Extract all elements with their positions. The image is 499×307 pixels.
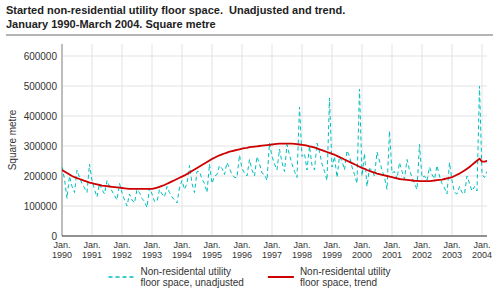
y-axis-label: Square metre <box>7 109 18 170</box>
x-tick-label: Jan.1998 <box>292 240 312 260</box>
text-line: 1998 <box>292 250 312 260</box>
x-tick-label: Jan.1994 <box>172 240 192 260</box>
x-tick-label: Jan.1992 <box>112 240 132 260</box>
y-tick-label: 400000 <box>24 111 58 122</box>
text-line: 1990 <box>52 250 72 260</box>
grid-line-x <box>482 44 483 236</box>
plot-area <box>62 86 487 208</box>
y-axis-line <box>62 44 63 236</box>
y-tick-label: 300000 <box>24 141 58 152</box>
x-tick-label: Jan.2001 <box>382 240 402 260</box>
legend-item: Non-residental utilityfloor space, trend <box>268 266 391 288</box>
text-line: floor space, trend <box>300 277 377 288</box>
x-tick-label: Jan.2000 <box>352 240 372 260</box>
x-tick-label: Jan.1995 <box>202 240 222 260</box>
text-line: Jan. <box>353 240 370 250</box>
text-line: 1991 <box>82 250 102 260</box>
text-line: 2002 <box>412 250 432 260</box>
grid-line-x <box>182 44 183 236</box>
text-line: Jan. <box>53 240 70 250</box>
grid-line-x <box>122 44 123 236</box>
text-line: Jan. <box>143 240 160 250</box>
text-line: 1994 <box>172 250 192 260</box>
chart: Started non-residential utility floor sp… <box>0 0 499 307</box>
x-tick-label: Jan.1996 <box>232 240 252 260</box>
text-line: 1995 <box>202 250 222 260</box>
grid-line-x <box>272 44 273 236</box>
grid-line-x <box>332 44 333 236</box>
legend-label: Non-residental utilityfloor space, trend <box>300 266 391 288</box>
text-line: 1993 <box>142 250 162 260</box>
grid-line-x <box>302 44 303 236</box>
series-line <box>62 144 487 189</box>
grid-line-x <box>62 44 63 236</box>
text-line: Jan. <box>413 240 430 250</box>
grid-line-x <box>212 44 213 236</box>
text-line: 2000 <box>352 250 372 260</box>
x-tick-label: Jan.1999 <box>322 240 342 260</box>
text-line: Jan. <box>83 240 100 250</box>
grid-line-y <box>62 236 487 237</box>
grid-line-y <box>62 146 487 147</box>
grid-line-y <box>62 206 487 207</box>
x-tick-label: Jan.2003 <box>442 240 462 260</box>
x-tick-label: Jan.1990 <box>52 240 72 260</box>
grid-line-y <box>62 56 487 57</box>
text-line: Jan. <box>473 240 490 250</box>
text-line: Jan. <box>443 240 460 250</box>
x-tick-label: Jan.2002 <box>412 240 432 260</box>
series-line <box>62 86 487 208</box>
text-line: 1996 <box>232 250 252 260</box>
x-tick-label: Jan.1991 <box>82 240 102 260</box>
grid-line-x <box>242 44 243 236</box>
text-line: Jan. <box>383 240 400 250</box>
title: Started non-residential utility floor sp… <box>6 4 345 16</box>
grid-line-x <box>362 44 363 236</box>
grid-line-x <box>92 44 93 236</box>
text-line: 2004 <box>472 250 492 260</box>
text-line: 1997 <box>262 250 282 260</box>
text-line: Jan. <box>113 240 130 250</box>
subtitle: January 1990-March 2004. Square metre <box>6 18 216 30</box>
x-tick-label: Jan.1993 <box>142 240 162 260</box>
text-line: 2003 <box>442 250 462 260</box>
legend: Non-residental utilityfloor space, unadj… <box>108 266 390 288</box>
text-line: Non-residental utility <box>300 266 391 277</box>
legend-swatch <box>268 276 294 278</box>
grid-line-y <box>62 116 487 117</box>
text-line: Jan. <box>233 240 250 250</box>
grid-line-x <box>392 44 393 236</box>
text-line: Non-residental utility <box>140 266 231 277</box>
x-tick-label: Jan.2004 <box>472 240 492 260</box>
grid-line-x <box>422 44 423 236</box>
text-line: Jan. <box>173 240 190 250</box>
text-line: 2001 <box>382 250 402 260</box>
text-line: Jan. <box>293 240 310 250</box>
y-tick-label: 100000 <box>24 201 58 212</box>
grid-line-y <box>62 86 487 87</box>
text-line: floor space, unadjusted <box>140 277 243 288</box>
x-tick-label: Jan.1997 <box>262 240 282 260</box>
title-rule <box>6 35 493 36</box>
text-line: 1992 <box>112 250 132 260</box>
text-line: 1999 <box>322 250 342 260</box>
y-tick-label: 600000 <box>24 51 58 62</box>
y-tick-label: 200000 <box>24 171 58 182</box>
legend-item: Non-residental utilityfloor space, unadj… <box>108 266 243 288</box>
grid-line-x <box>152 44 153 236</box>
y-tick-label: 500000 <box>24 81 58 92</box>
x-axis-line <box>62 236 487 237</box>
text-line: Jan. <box>263 240 280 250</box>
text-line: Jan. <box>323 240 340 250</box>
grid-line-x <box>452 44 453 236</box>
legend-label: Non-residental utilityfloor space, unadj… <box>140 266 243 288</box>
text-line: Jan. <box>203 240 220 250</box>
legend-swatch <box>108 276 134 277</box>
